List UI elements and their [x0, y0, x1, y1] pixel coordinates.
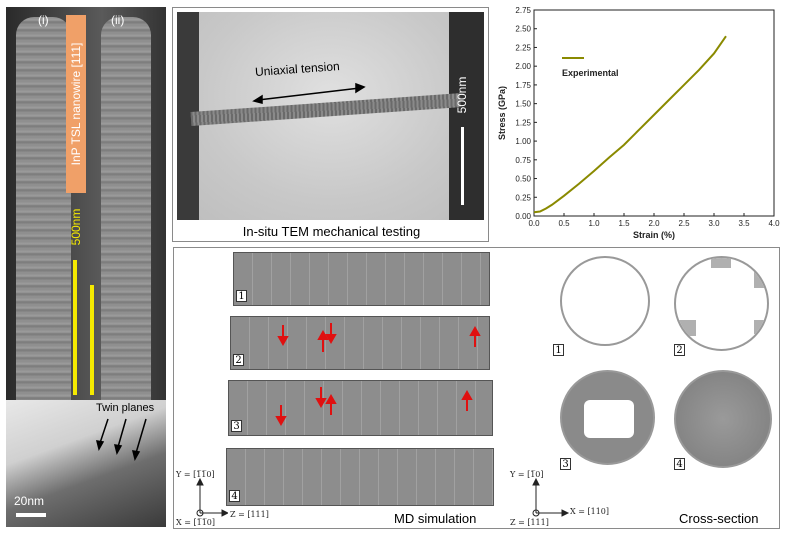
md-number-4: 4: [229, 490, 240, 502]
scale-bar-20nm: [16, 513, 46, 517]
md-axis-z: Z = [111]: [230, 510, 269, 519]
x-tick-label: 0.5: [558, 219, 570, 228]
y-tick-label: 1.25: [515, 118, 531, 127]
cross-section-4: [674, 370, 772, 468]
y-tick-label: 0.25: [515, 193, 531, 202]
md-snapshot-4: 4: [226, 448, 494, 506]
cs-number-1: 1: [553, 344, 564, 356]
cs-caption: Cross-section: [679, 511, 759, 526]
tem-grip-right: [449, 12, 484, 220]
md-snapshot-1: 1: [233, 252, 490, 306]
twin-arrow-1: [99, 418, 109, 444]
x-axis-label: Strain (%): [633, 230, 675, 240]
md-number-2: 2: [233, 354, 244, 366]
cs3-void: [584, 400, 634, 438]
y-tick-label: 1.00: [515, 137, 531, 146]
scale-label-500nm-text: 500nm: [69, 208, 83, 246]
md-snapshot-2: 2: [230, 316, 490, 370]
wire-title-badge: InP TSL nanowire [111]: [66, 15, 86, 193]
y-tick-label: 0.50: [515, 175, 531, 184]
stress-strain-chart: 0.0 0.5 1.0 1.5 2.0 2.5 3.0 3.5 4.0 0.00 0.25 0.50 0…: [497, 6, 780, 240]
md-crack-arrows-2: [277, 323, 481, 352]
scale-label-500nm: 500nm: [66, 197, 86, 257]
y-tick-label: 2.25: [515, 43, 531, 52]
tem-grip-left: [177, 12, 199, 220]
series-line-experimental: [533, 35, 727, 214]
y-tick-label: 0.00: [515, 212, 531, 221]
x-tick-label: 3.5: [738, 219, 750, 228]
nanowire-i: [16, 17, 71, 400]
y-tick-label: 1.75: [515, 81, 531, 90]
twin-arrows: [95, 418, 147, 461]
twin-arrow-2: [117, 418, 127, 448]
legend-label: Experimental: [562, 68, 619, 78]
md-caption: MD simulation: [394, 511, 477, 526]
md-axis-icon: [196, 477, 228, 517]
scale-bar-yellow-1: [73, 260, 77, 395]
scale-label-20nm: 20nm: [14, 494, 45, 508]
tem-scale-label: 500nm: [453, 67, 471, 122]
cs-axis-x: X = [110]: [570, 507, 609, 516]
wire-title: InP TSL nanowire [111]: [69, 42, 83, 166]
x-tick-label: 1.0: [588, 219, 600, 228]
label-ii: (ii): [111, 13, 125, 27]
y-tick-label: 1.50: [515, 100, 531, 109]
x-tick-label: 3.0: [708, 219, 720, 228]
md-snapshot-3: 3: [228, 380, 493, 436]
simulation-panel: 1 2 3 4: [173, 247, 780, 529]
md-crack-arrows-3: [275, 387, 473, 427]
x-tick-label: 1.5: [618, 219, 630, 228]
twin-arrow-3: [135, 418, 147, 454]
scale-bar-yellow-2: [90, 285, 94, 395]
x-tick-label: 0.0: [528, 219, 540, 228]
cs2-damage-2: [754, 270, 767, 288]
cs-axis-y: Y = [1̅0]: [510, 470, 544, 479]
tem-panel: Uniaxial tension 500nm In-situ TEM mecha…: [172, 7, 489, 242]
twin-plane-image: Twin planes 20nm: [6, 400, 166, 527]
cs-number-2: 2: [674, 344, 685, 356]
label-i: (i): [38, 13, 49, 27]
y-tick-label: 2.50: [515, 25, 531, 34]
nanowire-ii: [101, 17, 151, 400]
md-axis-x: X = [1̅1̅0]: [176, 518, 215, 527]
cross-section-2: [674, 256, 769, 351]
cross-section-1: [560, 256, 650, 346]
tem-scale-label-text: 500nm: [455, 76, 469, 113]
tension-arrow: [252, 82, 366, 104]
y-axis-label: Stress (GPa): [497, 86, 507, 140]
y-tick-label: 0.75: [515, 156, 531, 165]
cs-axis-icon: [532, 477, 570, 517]
x-tick-label: 2.5: [678, 219, 690, 228]
cs-number-3: 3: [560, 458, 571, 470]
tem-caption: In-situ TEM mechanical testing: [242, 224, 421, 239]
twin-label: Twin planes: [96, 402, 155, 414]
y-tick-label: 2.75: [515, 6, 531, 15]
sem-nanowire-image: (i) (ii) InP TSL nanowire [111] 500nm: [6, 7, 166, 400]
x-tick-label: 4.0: [768, 219, 780, 228]
md-axis-y: Y = [1̅1̅0]: [176, 470, 215, 479]
y-tick-label: 2.00: [515, 62, 531, 71]
x-tick-label: 2.0: [648, 219, 660, 228]
cs2-damage-3: [678, 320, 696, 336]
cs2-damage-4: [754, 320, 767, 334]
md-number-1: 1: [236, 290, 247, 302]
chart-plot-frame: [533, 9, 775, 217]
cs-number-4: 4: [674, 458, 685, 470]
cross-section-3: [560, 370, 655, 465]
tem-image: Uniaxial tension 500nm: [177, 12, 484, 220]
cs2-damage-1: [711, 258, 731, 268]
tem-scale-bar: [461, 127, 464, 205]
tension-label: Uniaxial tension: [254, 59, 341, 79]
md-number-3: 3: [231, 420, 242, 432]
cs-axis-z: Z = [111]: [510, 518, 549, 527]
